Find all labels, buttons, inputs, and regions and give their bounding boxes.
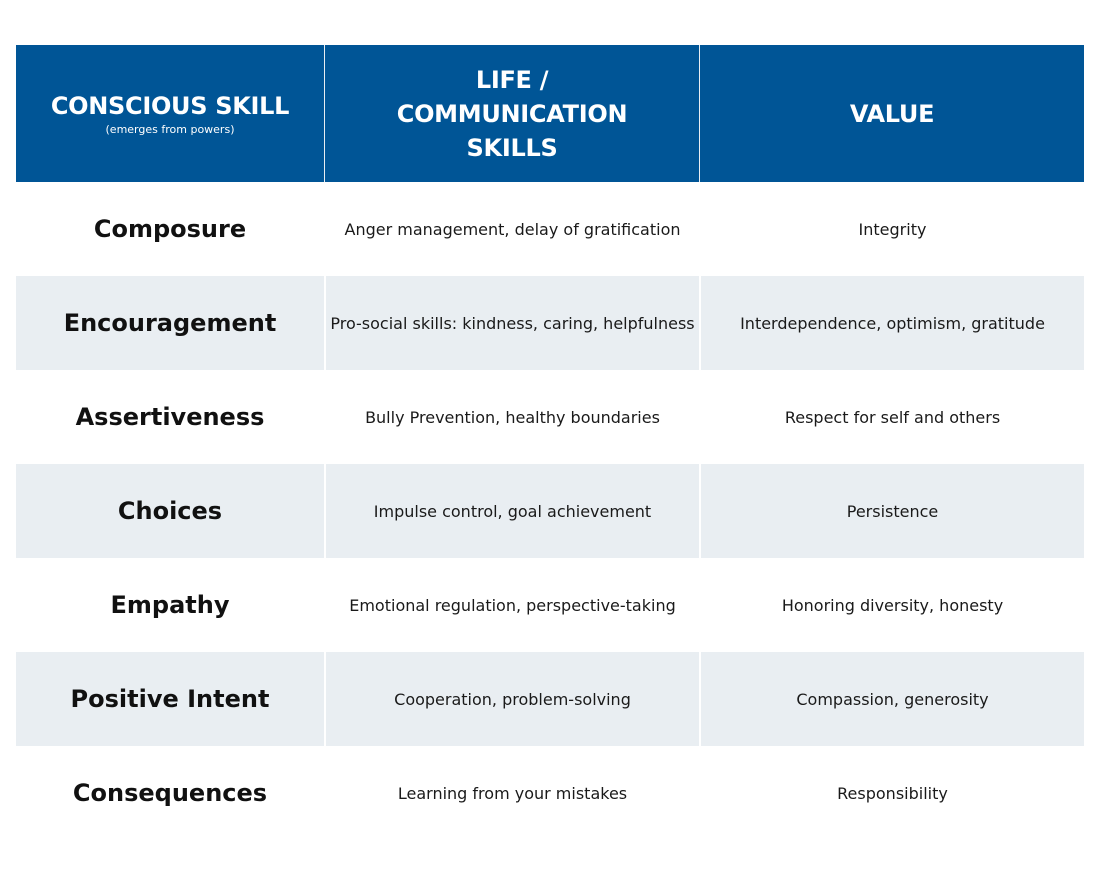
skills-table: CONSCIOUS SKILL (emerges from powers) LI… xyxy=(16,45,1084,840)
table-header: CONSCIOUS SKILL (emerges from powers) LI… xyxy=(16,45,1084,182)
table-row: Encouragement Pro-social skills: kindnes… xyxy=(16,276,1084,370)
header-conscious-skill-subtitle: (emerges from powers) xyxy=(105,123,235,136)
skill-cell: Consequences xyxy=(72,779,268,807)
header-value-title: VALUE xyxy=(849,99,935,128)
value-cell: Persistence xyxy=(846,501,939,521)
skill-cell: Positive Intent xyxy=(70,685,270,713)
value-cell: Honoring diversity, honesty xyxy=(781,595,1004,615)
value-cell: Responsibility xyxy=(837,783,948,803)
skill-cell: Empathy xyxy=(110,591,230,619)
header-conscious-skill-title: CONSCIOUS SKILL xyxy=(50,92,290,120)
value-cell: Compassion, generosity xyxy=(796,689,989,709)
header-life-communication-skills: LIFE / COMMUNICATION SKILLS xyxy=(324,45,699,182)
life-skill-cell: Impulse control, goal achievement xyxy=(373,501,652,521)
skill-cell: Choices xyxy=(117,497,223,525)
value-cell: Integrity xyxy=(858,219,927,239)
life-skill-cell: Learning from your mistakes xyxy=(397,783,628,803)
life-skill-cell: Anger management, delay of gratification xyxy=(344,219,681,239)
life-skill-cell: Emotional regulation, perspective-taking xyxy=(349,595,676,615)
value-cell: Respect for self and others xyxy=(784,407,1001,427)
table-row: Positive Intent Cooperation, problem-sol… xyxy=(16,652,1084,746)
skill-cell: Encouragement xyxy=(63,309,277,337)
table-row: Assertiveness Bully Prevention, healthy … xyxy=(16,370,1084,464)
table-row: Consequences Learning from your mistakes… xyxy=(16,746,1084,840)
header-life-communication-skills-title: LIFE / COMMUNICATION SKILLS xyxy=(396,65,628,162)
table-row: Choices Impulse control, goal achievemen… xyxy=(16,464,1084,558)
skill-cell: Assertiveness xyxy=(75,403,265,431)
table-row: Composure Anger management, delay of gra… xyxy=(16,182,1084,276)
skill-cell: Composure xyxy=(93,215,247,243)
life-skill-cell: Cooperation, problem-solving xyxy=(394,689,631,709)
header-value: VALUE xyxy=(699,45,1084,182)
life-skill-cell: Pro-social skills: kindness, caring, hel… xyxy=(330,313,695,333)
life-skill-cell: Bully Prevention, healthy boundaries xyxy=(365,407,660,427)
header-conscious-skill: CONSCIOUS SKILL (emerges from powers) xyxy=(16,45,324,182)
table-row: Empathy Emotional regulation, perspectiv… xyxy=(16,558,1084,652)
value-cell: Interdependence, optimism, gratitude xyxy=(740,313,1045,333)
